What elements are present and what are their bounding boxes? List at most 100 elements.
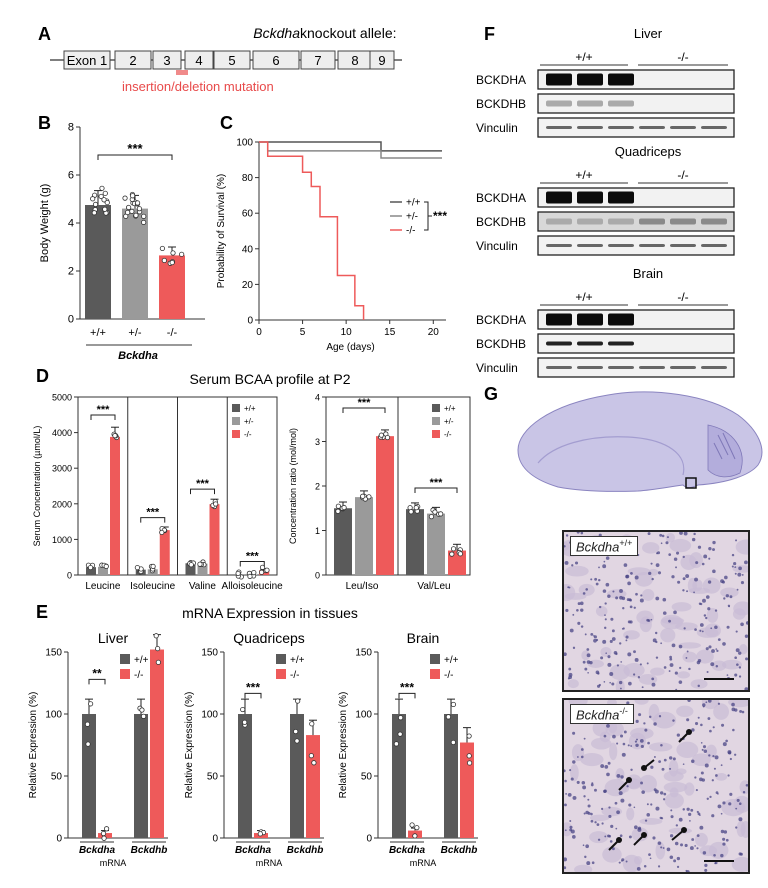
x-axis-label: mRNA [256, 858, 283, 868]
x-tick-label: Isoleucine [130, 581, 175, 592]
cell-nucleus [602, 564, 607, 569]
x-tick-label: 5 [300, 327, 306, 338]
tissue-region [601, 806, 623, 817]
data-point [450, 739, 456, 746]
y-tick-label: 2 [68, 266, 74, 278]
cell-nucleus [711, 779, 714, 782]
cell-nucleus [701, 562, 705, 566]
cell-nucleus [590, 578, 593, 581]
cell-nucleus [644, 819, 648, 822]
cell-nucleus [691, 537, 696, 542]
y-tick-label: 1 [315, 526, 320, 536]
cell-nucleus [722, 842, 726, 846]
legend-label: +/+ [406, 198, 421, 209]
cell-nucleus [587, 798, 590, 801]
cell-nucleus [726, 625, 730, 629]
cell-nucleus [738, 802, 742, 805]
x-tick-label: Leu/Iso [346, 581, 379, 592]
cell-nucleus [734, 656, 737, 660]
cell-nucleus [708, 754, 711, 757]
cell-nucleus [657, 841, 662, 845]
cell-nucleus [594, 821, 597, 824]
exon-box [114, 50, 152, 70]
data-point [155, 645, 161, 652]
significance-bracket [140, 517, 166, 523]
cell-nucleus [600, 764, 605, 768]
cell-nucleus [683, 627, 686, 630]
cell-nucleus [700, 723, 703, 727]
blot-band [639, 218, 665, 225]
cell-nucleus [717, 793, 719, 795]
cell-nucleus [712, 726, 715, 729]
cell-nucleus [564, 866, 567, 870]
cell-nucleus [671, 643, 676, 648]
cell-nucleus [702, 745, 707, 749]
tissue-region [600, 647, 612, 657]
blot-band [608, 126, 634, 129]
tissue-region [680, 554, 697, 570]
cell-nucleus [710, 662, 715, 667]
cell-nucleus [711, 649, 715, 653]
bar [197, 563, 208, 575]
y-axis-label: Serum Concentration (µmol/L) [32, 426, 42, 547]
significance-label: *** [358, 397, 372, 409]
data-point [450, 546, 457, 552]
cell-nucleus [738, 675, 742, 678]
cell-nucleus [656, 552, 659, 555]
cell-nucleus [585, 588, 588, 591]
cell-nucleus [623, 563, 628, 567]
tissue-region [731, 856, 748, 872]
cell-nucleus [611, 637, 616, 641]
cell-nucleus [741, 574, 744, 576]
tissue-region [648, 703, 660, 721]
cell-nucleus [717, 638, 721, 641]
blot-row-label: Vinculin [476, 361, 518, 375]
cell-nucleus [594, 788, 597, 792]
blot-band [608, 100, 634, 107]
gene-label: Bckdhb [131, 845, 168, 856]
cell-nucleus [627, 744, 630, 747]
exon-box [369, 50, 395, 70]
cell-nucleus [605, 556, 610, 560]
x-axis-label: mRNA [100, 858, 127, 868]
blot-band [546, 218, 572, 225]
cell-nucleus [607, 594, 611, 598]
tissue-region [634, 572, 653, 587]
significance-label: *** [196, 478, 210, 490]
cell-nucleus [734, 753, 737, 756]
significance-label: *** [127, 141, 143, 156]
data-point [438, 511, 444, 517]
cell-nucleus [647, 532, 651, 536]
data-point [466, 733, 472, 739]
cell-nucleus [671, 575, 675, 579]
cell-nucleus [705, 701, 708, 704]
cell-nucleus [580, 601, 584, 606]
cell-nucleus [722, 801, 726, 805]
cell-nucleus [702, 598, 706, 603]
cell-nucleus [721, 723, 725, 727]
cell-nucleus [597, 838, 601, 841]
cell-nucleus [610, 617, 614, 621]
cell-nucleus [734, 566, 737, 569]
cell-nucleus [625, 639, 628, 642]
significance-label: *** [433, 209, 447, 223]
cell-nucleus [670, 815, 674, 819]
cell-nucleus [636, 738, 638, 741]
blot-row-label: BCKDHA [476, 313, 526, 327]
data-point [445, 714, 452, 720]
panel-c-letter: C [220, 113, 233, 133]
cell-nucleus [568, 667, 572, 671]
bar [134, 714, 148, 838]
cell-nucleus [666, 536, 669, 539]
blot-band [639, 366, 665, 369]
cell-nucleus [611, 629, 615, 633]
blot-band [546, 100, 572, 107]
data-point [257, 831, 263, 837]
cell-nucleus [744, 634, 748, 638]
exon-box [252, 50, 300, 70]
cell-nucleus [712, 755, 715, 758]
panel-b-body-weight-chart: B 0 2 4 6 8 Body Weight (g) +/+ +/- -/- *** Bckdha [38, 113, 205, 362]
cell-nucleus [710, 627, 713, 630]
blot-band [577, 341, 603, 346]
cell-nucleus [584, 667, 588, 671]
